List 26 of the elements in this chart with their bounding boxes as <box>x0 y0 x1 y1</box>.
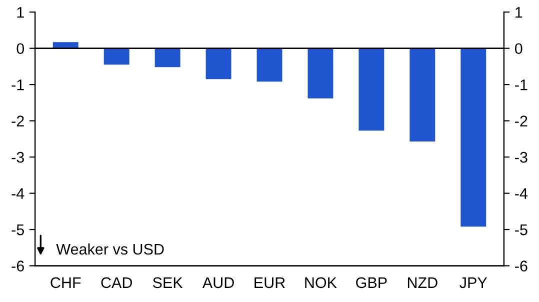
y2-tick-label: 1 <box>516 7 522 18</box>
x-tick-label: NZD <box>408 277 438 288</box>
y-tick-label: -3 <box>12 152 24 163</box>
annotation: Weaker vs USD <box>56 243 164 255</box>
y-tick-label: 1 <box>17 7 24 18</box>
y2-tick-label: 0 <box>514 43 522 54</box>
y2-tick-label: -2 <box>515 116 528 126</box>
x-tick-label: SEK <box>152 277 183 288</box>
x-tick-label: EUR <box>254 277 285 288</box>
y2-tick-label: -5 <box>515 224 528 236</box>
x-tick-label: GBP <box>356 277 387 288</box>
x-tick-label: JPY <box>460 277 488 288</box>
y-tick-label: -2 <box>12 116 24 126</box>
x-tick-label: NOK <box>305 277 337 288</box>
y2-tick-label: -3 <box>515 152 528 163</box>
y-tick-label: 0 <box>16 43 24 54</box>
y-tick-label: -5 <box>12 224 24 236</box>
y-tick-label: -1 <box>12 80 24 90</box>
y2-tick-label: -1 <box>515 80 528 90</box>
x-tick-label: CAD <box>101 277 132 288</box>
y-tick-label: -6 <box>12 260 24 272</box>
y2-tick-label: -4 <box>515 188 528 199</box>
x-tick-label: AUD <box>202 277 234 288</box>
y-tick-label: -4 <box>12 188 24 199</box>
x-tick-label: CHF <box>50 277 81 288</box>
y2-tick-label: -6 <box>515 260 528 272</box>
